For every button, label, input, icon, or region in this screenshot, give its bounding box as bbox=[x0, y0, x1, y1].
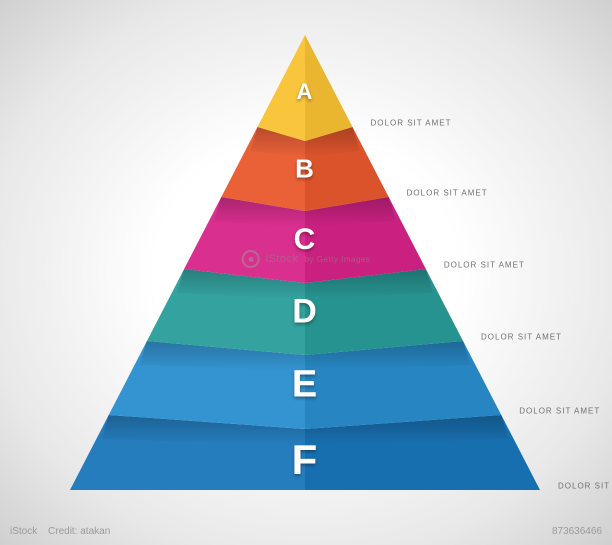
credit-line: iStock Credit: atakan bbox=[10, 526, 110, 537]
watermark-sub: by Getty Images bbox=[305, 255, 371, 264]
credit-brand: iStock bbox=[10, 526, 37, 537]
layer-caption: DOLOR SIT AMET bbox=[558, 482, 612, 491]
layer-caption: DOLOR SIT AMET bbox=[371, 119, 452, 128]
pyramid-layer: ADOLOR SIT AMET bbox=[70, 35, 540, 141]
layer-caption: DOLOR SIT AMET bbox=[481, 333, 562, 342]
pyramid-stage: FDOLOR SIT AMETEDOLOR SIT AMETDDOLOR SIT… bbox=[70, 35, 540, 505]
watermark-brand: iStock bbox=[266, 253, 299, 265]
layer-caption: DOLOR SIT AMET bbox=[407, 189, 488, 198]
image-id: 873636466 bbox=[552, 526, 602, 537]
credit-author: Credit: atakan bbox=[48, 526, 110, 537]
watermark-icon bbox=[242, 250, 260, 268]
layer-caption: DOLOR SIT AMET bbox=[519, 407, 600, 416]
watermark: iStock by Getty Images bbox=[242, 250, 371, 268]
layer-caption: DOLOR SIT AMET bbox=[444, 261, 525, 270]
